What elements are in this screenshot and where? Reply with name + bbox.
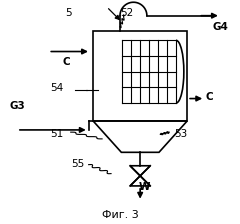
Text: 53: 53: [174, 129, 187, 139]
Text: C: C: [206, 93, 213, 102]
Text: 51: 51: [51, 129, 64, 139]
Text: C: C: [62, 57, 70, 67]
Text: 5: 5: [65, 9, 72, 18]
Text: W: W: [139, 182, 150, 192]
Text: 55: 55: [71, 159, 84, 168]
Text: Фиг. 3: Фиг. 3: [102, 210, 138, 220]
Text: 54: 54: [51, 84, 64, 93]
Text: G3: G3: [9, 101, 25, 111]
Text: 52: 52: [120, 9, 133, 18]
Bar: [93, 31, 187, 121]
Text: G4: G4: [213, 22, 229, 32]
